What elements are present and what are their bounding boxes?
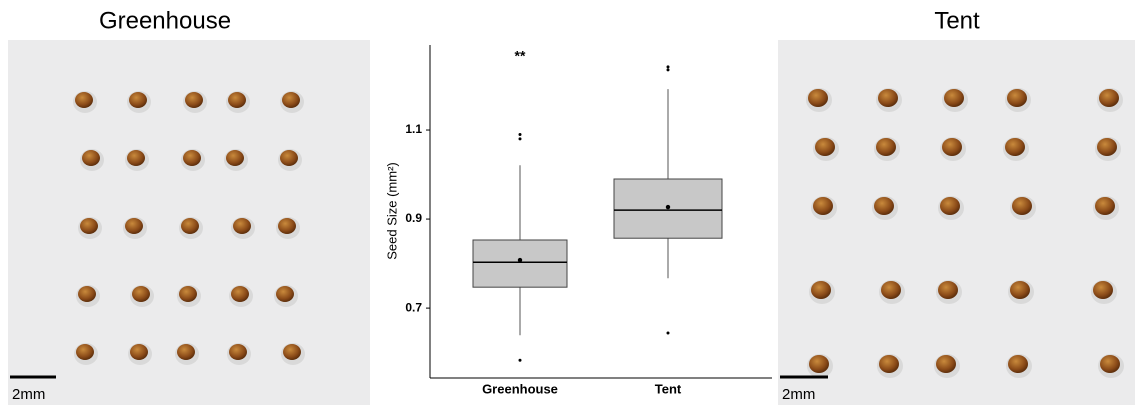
seed	[1010, 281, 1030, 299]
seed	[132, 286, 150, 302]
seed	[813, 197, 833, 215]
seed	[942, 138, 962, 156]
seed	[1005, 138, 1025, 156]
scale-label: 2mm	[12, 386, 45, 403]
seed	[181, 218, 199, 234]
seed	[129, 92, 147, 108]
y-tick-label: 0.7	[405, 300, 422, 314]
seed	[1093, 281, 1113, 299]
seed	[280, 150, 298, 166]
seed	[125, 218, 143, 234]
seed	[874, 197, 894, 215]
seed	[226, 150, 244, 166]
outlier	[518, 358, 522, 362]
outlier	[666, 65, 670, 69]
y-axis-label: Seed Size (mm²)	[384, 162, 399, 260]
seed	[938, 281, 958, 299]
y-tick-label: 0.9	[405, 211, 422, 225]
scale-label: 2mm	[782, 386, 815, 403]
seed	[233, 218, 251, 234]
annotation: **	[515, 48, 526, 64]
seed	[130, 344, 148, 360]
seed	[1097, 138, 1117, 156]
seed	[1007, 89, 1027, 107]
seed	[815, 138, 835, 156]
seed	[878, 89, 898, 107]
seed	[944, 89, 964, 107]
outlier	[666, 68, 670, 72]
y-tick-label: 1.1	[405, 122, 422, 136]
seed	[76, 344, 94, 360]
photo-title: Tent	[934, 7, 980, 34]
seed	[276, 286, 294, 302]
seed	[936, 355, 956, 373]
seed	[282, 92, 300, 108]
x-tick-label: Tent	[655, 381, 682, 396]
seed	[185, 92, 203, 108]
seed	[75, 92, 93, 108]
seed	[229, 344, 247, 360]
seed	[940, 197, 960, 215]
seed	[1095, 197, 1115, 215]
mean	[665, 204, 671, 210]
seed	[127, 150, 145, 166]
seed	[82, 150, 100, 166]
seed	[1012, 197, 1032, 215]
seed	[80, 218, 98, 234]
x-tick-label: Greenhouse	[482, 381, 558, 396]
outlier	[518, 137, 522, 141]
seed	[283, 344, 301, 360]
seed	[78, 286, 96, 302]
seed	[1100, 355, 1120, 373]
seed	[1008, 355, 1028, 373]
photo-title: Greenhouse	[99, 7, 231, 34]
seed	[179, 286, 197, 302]
outlier	[518, 132, 522, 136]
seed	[278, 218, 296, 234]
seed	[876, 138, 896, 156]
box	[472, 239, 568, 288]
seed	[177, 344, 195, 360]
outlier	[666, 331, 670, 335]
mean	[517, 257, 523, 263]
seed	[879, 355, 899, 373]
seed	[1099, 89, 1119, 107]
seed	[811, 281, 831, 299]
seeds	[73, 88, 1124, 378]
seed	[881, 281, 901, 299]
seed	[808, 89, 828, 107]
seed	[183, 150, 201, 166]
seed	[228, 92, 246, 108]
seed	[231, 286, 249, 302]
seed	[809, 355, 829, 373]
